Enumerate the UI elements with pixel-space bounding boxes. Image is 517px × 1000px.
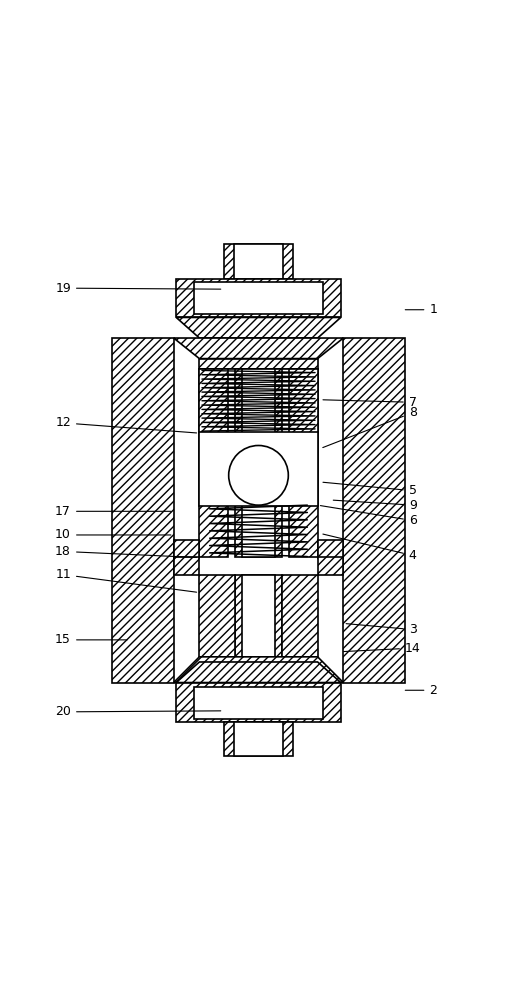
Bar [242,369,275,557]
Text: 11: 11 [55,568,196,592]
Bar [317,557,343,575]
Text: 14: 14 [344,642,421,655]
Text: 12: 12 [55,416,196,433]
Bar [112,338,174,683]
Text: 17: 17 [55,505,171,518]
Polygon shape [174,338,343,359]
Text: 15: 15 [55,633,127,646]
Bar [343,338,405,683]
Bar [174,540,200,558]
Bar [290,369,317,557]
Bar [200,432,317,506]
Text: 5: 5 [323,482,417,497]
Circle shape [229,445,288,505]
Polygon shape [176,662,341,683]
Bar [282,575,317,657]
Text: 20: 20 [55,705,221,718]
Text: 10: 10 [55,528,171,541]
Bar [242,575,275,657]
Bar [234,722,283,756]
Bar [200,369,227,557]
Bar [317,540,343,558]
Bar [235,369,282,557]
Text: 9: 9 [333,499,417,512]
Bar [223,722,294,756]
Bar [200,575,235,657]
Text: 3: 3 [346,623,417,636]
Bar [223,244,294,279]
Bar [200,369,317,433]
Bar [194,687,323,719]
Text: 18: 18 [55,545,196,558]
Polygon shape [176,317,341,338]
Text: 8: 8 [323,406,417,448]
Text: 7: 7 [323,396,417,409]
Bar [176,279,341,317]
Bar [176,683,341,722]
Bar [200,359,317,369]
Polygon shape [174,657,343,683]
Bar [234,244,283,279]
Text: 1: 1 [405,303,437,316]
Text: 6: 6 [321,506,417,527]
Bar [194,282,323,314]
Text: 4: 4 [323,534,417,562]
Bar [174,557,200,575]
Text: 2: 2 [405,684,437,697]
Bar [235,575,282,657]
Text: 19: 19 [55,282,221,295]
